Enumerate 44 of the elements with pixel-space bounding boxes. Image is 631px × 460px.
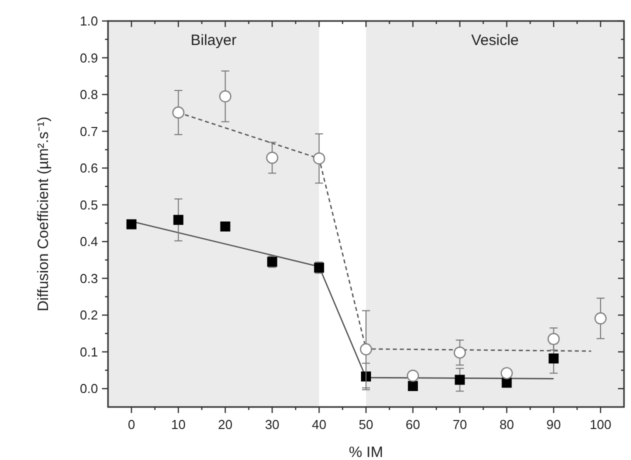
y-tick-label: 0.2 [80,308,98,323]
point [500,367,513,380]
point [220,222,230,232]
x-tick-label: 40 [312,417,326,432]
x-tick-label: 20 [218,417,233,432]
y-tick-label: 0.4 [80,234,98,250]
point [360,343,372,356]
point [548,353,559,364]
y-tick-label: 0.9 [80,50,98,66]
x-tick-label: 60 [406,417,420,432]
y-tick-label: 0.7 [80,124,98,139]
y-axis-title: Diffusion Coefficient (µm².s⁻¹) [35,116,52,312]
point [406,370,420,382]
point [361,371,371,382]
point [502,378,512,388]
point [548,332,560,346]
x-tick-label: 100 [590,417,612,432]
point [173,214,184,225]
y-tick-label: 0.6 [80,160,98,176]
point [454,346,466,359]
y-tick-label: 0.1 [80,344,98,360]
x-tick-label: 50 [358,417,374,432]
y-tick-label: 1.0 [80,14,98,28]
band-label: Bilayer [190,32,236,49]
point [172,106,184,119]
x-tick-label: 80 [499,417,514,432]
x-tick-label: 10 [171,417,186,432]
y-tick-label: 0.8 [80,87,98,102]
y-tick-label: 0.5 [80,197,98,212]
y-tick-label: 0.3 [80,270,98,286]
band-label: Vesicle [471,32,519,49]
x-tick-label: 0 [128,417,136,432]
point [594,312,607,325]
point [266,152,278,164]
point [126,219,136,230]
point [454,374,465,385]
x-tick-label: 90 [546,417,561,432]
y-tick-label: 0.0 [80,381,98,396]
point [312,152,326,165]
point [408,381,418,392]
x-tick-label: 70 [452,417,468,432]
x-axis-title: % IM [348,444,384,460]
point [219,90,232,102]
x-tick-label: 30 [264,417,280,432]
